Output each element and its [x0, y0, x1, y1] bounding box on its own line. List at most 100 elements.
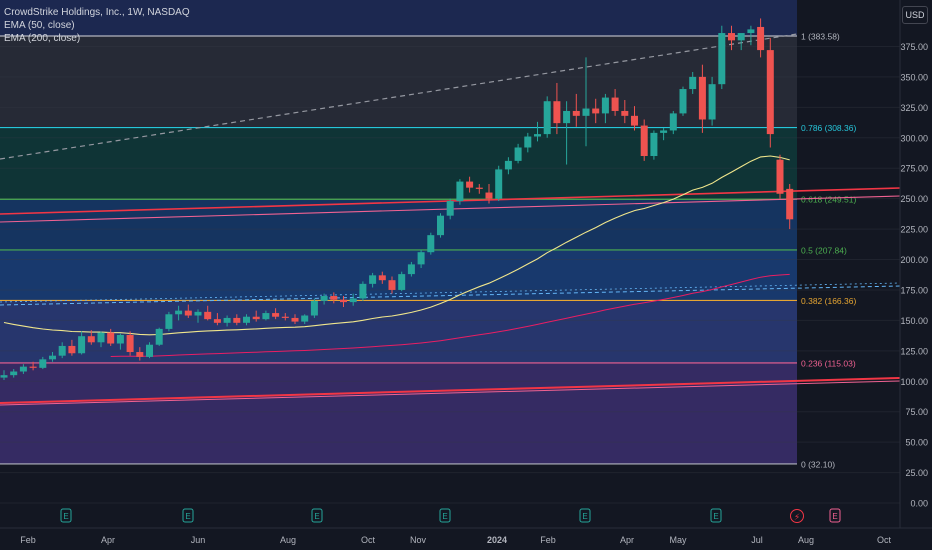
- fib-label: 0.382 (166.36): [801, 296, 856, 306]
- candle-body: [175, 310, 183, 315]
- candle-body: [446, 201, 454, 216]
- time-tick: Jul: [751, 535, 763, 545]
- ema-50-label[interactable]: EMA (50, close): [4, 20, 75, 31]
- earnings-marker-glyph: E: [582, 512, 587, 521]
- time-tick: Feb: [20, 535, 36, 545]
- price-tick: 350.00: [900, 72, 928, 82]
- fib-zone: [0, 362, 797, 464]
- candle-body: [165, 314, 173, 329]
- candle-body: [427, 235, 435, 253]
- candle-body: [349, 298, 357, 303]
- candle-body: [194, 311, 202, 316]
- fib-lines: 1 (383.58) 0.786 (308.36) 0.618 (249.51) 0.…: [0, 31, 856, 469]
- candle-body: [58, 345, 66, 356]
- candle-body: [640, 125, 648, 157]
- fib-zone: [0, 199, 797, 250]
- candle-body: [388, 280, 396, 290]
- candle-body: [97, 332, 105, 343]
- candle-body: [243, 316, 250, 323]
- earnings-marker-glyph: E: [832, 512, 837, 521]
- candle-body: [398, 274, 406, 290]
- candle-body: [485, 192, 493, 199]
- price-tick: 275.00: [900, 164, 928, 174]
- fib-zone-top: [0, 0, 797, 36]
- earnings-marker: [439, 508, 451, 523]
- price-axis: 0.00 25.00 50.00 75.00 100.00 125.00 150.00 175…: [899, 0, 932, 550]
- time-tick: Oct: [361, 535, 376, 545]
- fib-label: 0.786 (308.36): [801, 123, 856, 133]
- candle-body: [330, 296, 338, 300]
- candle-body: [524, 136, 532, 148]
- price-tick: 25.00: [905, 468, 928, 478]
- time-tick: Jun: [191, 535, 206, 545]
- candle-body: [553, 101, 561, 124]
- candle-body: [78, 336, 86, 354]
- candle-body: [0, 375, 8, 378]
- earnings-marker: [710, 508, 722, 523]
- earnings-marker-glyph: E: [185, 512, 190, 521]
- candle-body: [320, 296, 328, 301]
- candle-body: [728, 33, 735, 41]
- channel-line-2: [0, 282, 901, 303]
- split-marker: [790, 509, 804, 523]
- candle-body: [582, 108, 590, 116]
- currency-button[interactable]: USD: [902, 6, 928, 24]
- price-tick: 200.00: [900, 255, 928, 265]
- candle-body: [146, 344, 153, 357]
- candle-body: [310, 300, 318, 316]
- candle-body: [660, 130, 668, 133]
- time-tick: Oct: [877, 535, 892, 545]
- support-trendline-2: [0, 380, 901, 406]
- ema-50-line: [3, 155, 790, 336]
- price-tick: 150.00: [900, 316, 928, 326]
- price-tick: 100.00: [900, 377, 928, 387]
- candles: [0, 18, 794, 381]
- fib-label: 0 (32.10): [801, 459, 835, 469]
- candle-body: [233, 317, 241, 323]
- ema-200-line: [110, 273, 790, 357]
- time-tick: Aug: [798, 535, 814, 545]
- candle-body: [776, 159, 784, 194]
- candle-body: [68, 345, 76, 354]
- price-tick: 375.00: [900, 42, 928, 52]
- time-axis-bg: [0, 528, 932, 550]
- time-tick: Nov: [410, 535, 427, 545]
- fib-label: 0.236 (115.03): [801, 358, 856, 368]
- earnings-marker: [182, 508, 194, 523]
- time-tick: Feb: [540, 535, 556, 545]
- candle-body: [504, 160, 512, 170]
- candle-body: [466, 181, 474, 188]
- earnings-marker-glyph: E: [63, 512, 68, 521]
- candle-body: [359, 283, 367, 299]
- candle-body: [698, 76, 706, 120]
- candle-body: [514, 147, 522, 161]
- time-tick: Apr: [620, 535, 634, 545]
- price-tick: 300.00: [900, 133, 928, 143]
- candle-body: [87, 336, 95, 343]
- candle-body: [10, 371, 18, 376]
- earnings-marker: [311, 508, 323, 523]
- candle-body: [669, 113, 677, 131]
- candle-body: [621, 110, 629, 116]
- axis-bg: [900, 0, 932, 550]
- candle-body: [184, 310, 192, 316]
- candle-body: [534, 134, 541, 137]
- candle-body: [340, 299, 347, 303]
- earnings-marker: [579, 508, 591, 523]
- price-tick: 325.00: [900, 103, 928, 113]
- time-tick: Apr: [101, 535, 115, 545]
- chart-legend: CrowdStrike Holdings, Inc., 1W, NASDAQ E…: [4, 6, 190, 45]
- time-tick: May: [669, 535, 687, 545]
- fib-label: 0.5 (207.84): [801, 245, 847, 255]
- price-tick: 125.00: [900, 346, 928, 356]
- ema-200-label[interactable]: EMA (200, close): [4, 33, 81, 44]
- time-tick: 2024: [487, 535, 507, 545]
- candle-body: [631, 115, 638, 126]
- candle-body: [592, 108, 600, 114]
- trendlines[interactable]: [0, 33, 901, 406]
- candle-body: [456, 181, 464, 202]
- candle-body: [417, 252, 425, 265]
- candle-body: [572, 110, 580, 116]
- candle-body: [19, 366, 27, 372]
